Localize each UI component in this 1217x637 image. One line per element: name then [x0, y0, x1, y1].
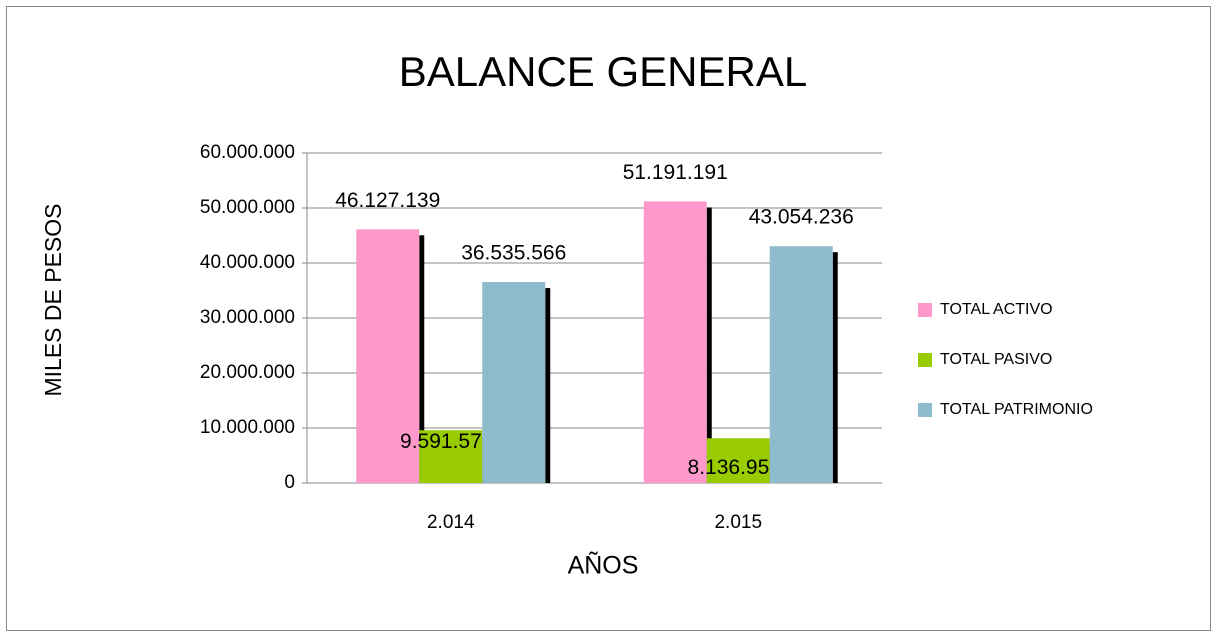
- bar: [706, 438, 770, 483]
- value-label: 43.054.236: [749, 206, 854, 229]
- legend-swatch: [918, 353, 932, 367]
- x-tick-label: 2.015: [714, 512, 762, 533]
- legend-label: TOTAL PASIVO: [940, 351, 1052, 368]
- y-tick-label: 0: [284, 472, 295, 493]
- y-tick-label: 30.000.000: [200, 307, 295, 328]
- bar: [643, 201, 707, 483]
- bar: [482, 282, 546, 483]
- value-label: 36.535.566: [461, 242, 566, 265]
- legend-swatch: [918, 403, 932, 417]
- bar-shadow: [419, 235, 425, 483]
- legend-label: TOTAL ACTIVO: [940, 301, 1053, 318]
- y-tick-label: 10.000.000: [200, 417, 295, 438]
- bar: [356, 229, 420, 483]
- y-axis-label: MILES DE PESOS: [40, 203, 66, 396]
- value-label: 8.136.955: [688, 456, 781, 479]
- legend-swatch: [918, 303, 932, 317]
- value-label: 46.127.139: [335, 189, 440, 212]
- x-tick-label: 2.014: [427, 512, 475, 533]
- x-axis-label: AÑOS: [568, 551, 639, 580]
- bar: [419, 430, 483, 483]
- y-tick-label: 50.000.000: [200, 197, 295, 218]
- y-tick-label: 60.000.000: [200, 142, 295, 163]
- chart-title: BALANCE GENERAL: [399, 48, 807, 95]
- bar: [769, 246, 833, 483]
- y-tick-label: 40.000.000: [200, 252, 295, 273]
- bar-shadow: [832, 252, 838, 483]
- bar-shadow: [545, 288, 551, 483]
- y-tick-label: 20.000.000: [200, 362, 295, 383]
- bar-shadow: [706, 207, 712, 483]
- legend-label: TOTAL PATRIMONIO: [940, 401, 1093, 418]
- value-label: 51.191.191: [623, 161, 728, 184]
- value-label: 9.591.573: [400, 430, 493, 453]
